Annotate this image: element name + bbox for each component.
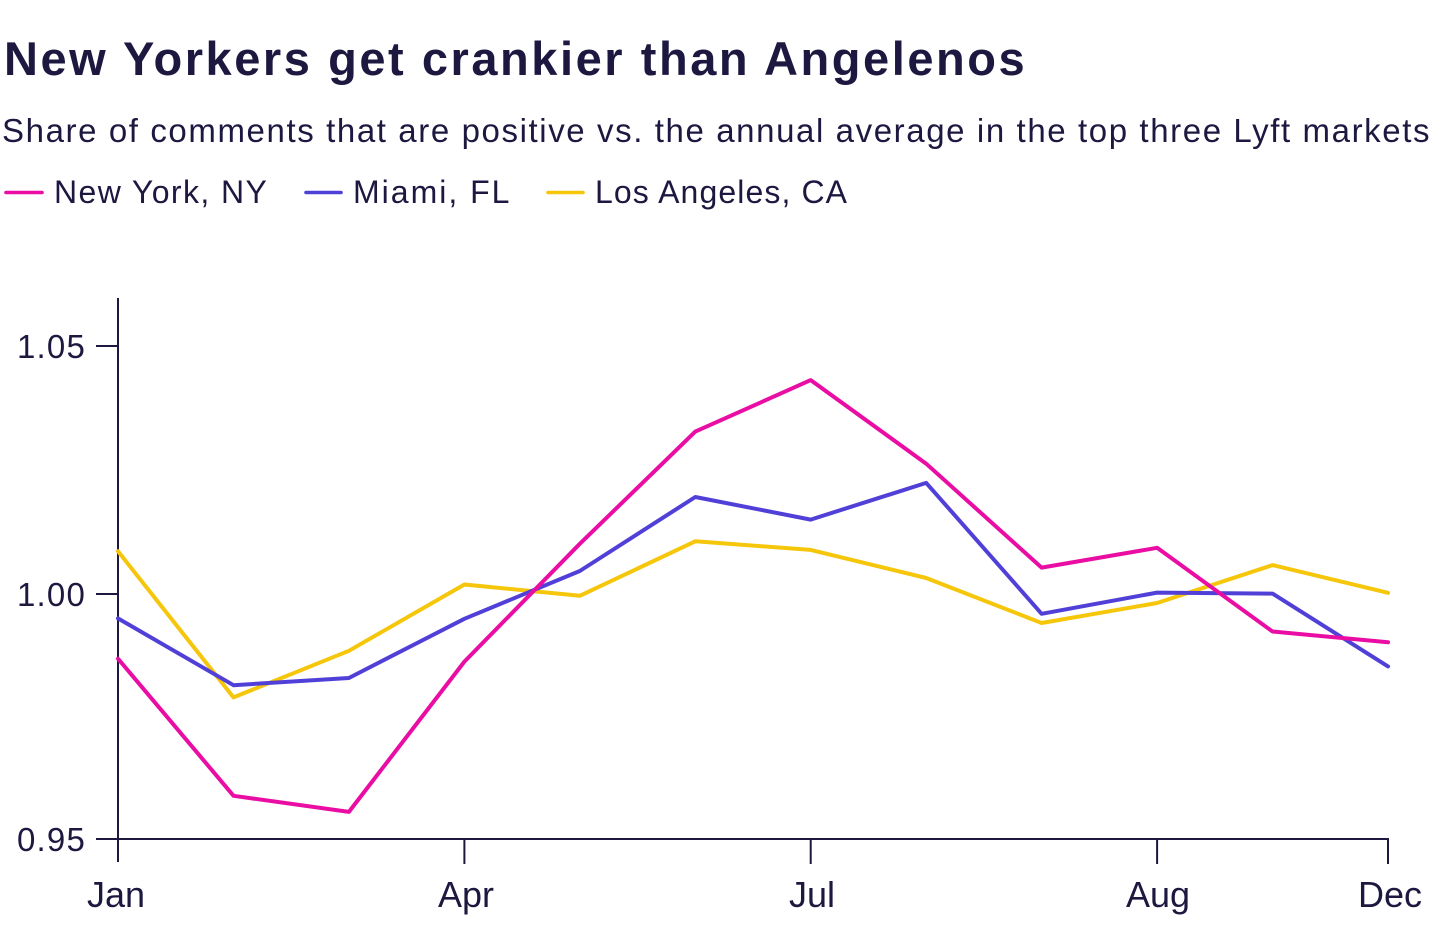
svg-text:1.05: 1.05 [17,328,86,365]
svg-text:Dec: Dec [1358,874,1422,915]
svg-text:Aug: Aug [1126,874,1190,915]
svg-text:0.95: 0.95 [17,821,86,858]
svg-text:1.00: 1.00 [17,576,86,613]
svg-text:Miami, FL: Miami, FL [353,174,511,210]
svg-text:Los Angeles, CA: Los Angeles, CA [595,174,848,210]
svg-text:Apr: Apr [438,874,494,915]
svg-text:Share of comments that are pos: Share of comments that are positive vs. … [2,112,1431,149]
svg-text:Jul: Jul [789,874,835,915]
svg-text:Jan: Jan [87,874,145,915]
svg-text:New York, NY: New York, NY [54,174,268,210]
svg-text:New Yorkers get crankier than: New Yorkers get crankier than Angelenos [4,32,1027,85]
